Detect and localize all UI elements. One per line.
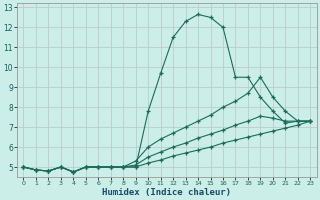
X-axis label: Humidex (Indice chaleur): Humidex (Indice chaleur) — [102, 188, 231, 197]
